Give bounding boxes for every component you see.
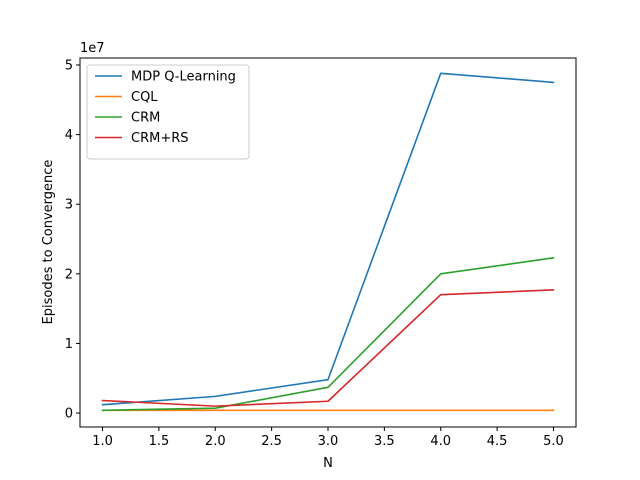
y-axis-label: Episodes to Convergence: [41, 160, 56, 325]
x-tick-label: 4.5: [487, 434, 508, 449]
y-tick-label: 0: [65, 407, 73, 422]
y-tick-label: 2: [65, 267, 73, 282]
legend-entry: CQL: [131, 90, 158, 105]
series-layer: [101, 72, 555, 412]
y-tick-label: 5: [65, 58, 73, 73]
y-tick-label: 3: [65, 198, 73, 213]
series-line-crm: [101, 256, 555, 412]
x-axis: 1.0 1.5 2.0 2.5 3.0 3.5 4.0 4.5 5.0: [92, 427, 564, 449]
x-tick-label: 2.5: [261, 434, 282, 449]
x-tick-label: 5.0: [543, 434, 564, 449]
x-tick-label: 3.0: [318, 434, 339, 449]
legend-box: [86, 64, 250, 160]
x-axis-label: N: [323, 456, 333, 471]
legend-entry: MDP Q-Learning: [131, 70, 236, 85]
legend-entry: CRM+RS: [131, 131, 189, 146]
legend-entry: CRM: [131, 111, 160, 126]
x-tick-label: 2.0: [205, 434, 226, 449]
x-tick-label: 1.5: [149, 434, 170, 449]
y-tick-label: 1: [65, 337, 73, 352]
x-tick-label: 3.5: [374, 434, 395, 449]
y-offset-label: 1e7: [80, 41, 105, 56]
x-tick-label: 4.0: [430, 434, 451, 449]
y-axis: 0 1 2 3 4 5: [65, 58, 80, 422]
legend: MDP Q-Learning CQL CRM CRM+RS: [86, 64, 250, 160]
y-tick-label: 4: [65, 128, 73, 143]
x-tick-label: 1.0: [92, 434, 113, 449]
series-line-mdp-q-learning: [101, 72, 555, 406]
series-line-crm-rs: [101, 289, 555, 407]
